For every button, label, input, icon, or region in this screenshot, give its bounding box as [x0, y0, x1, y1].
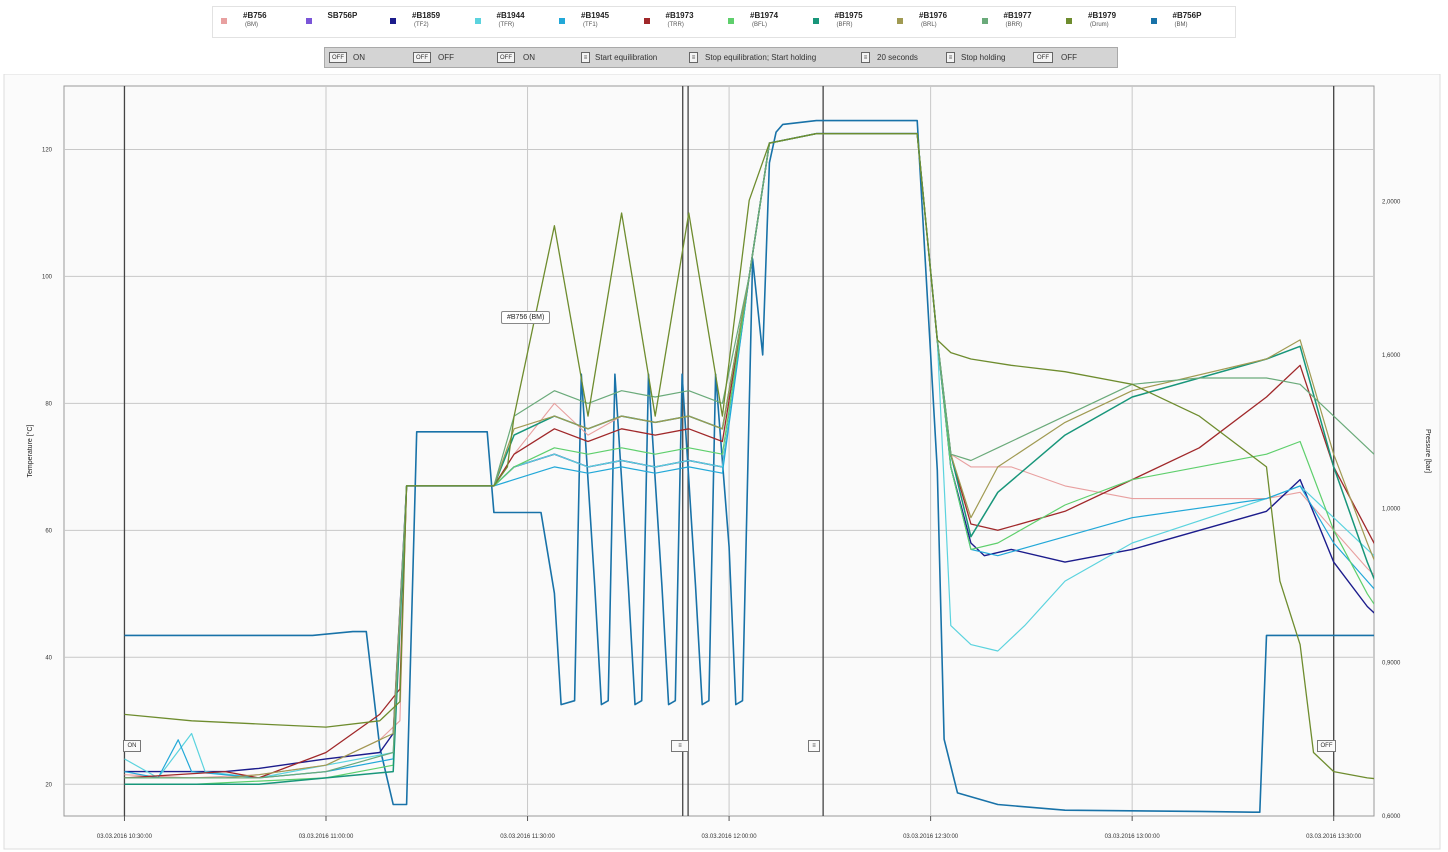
event-label: Start equilibration: [595, 53, 658, 62]
event-label: 20 seconds: [877, 53, 918, 62]
legend-swatch: [897, 18, 903, 24]
marker-equilibration[interactable]: ≡: [671, 740, 689, 752]
legend-swatch: [643, 18, 650, 24]
x-tick-label: 03.03.2016 13:00:00: [1105, 834, 1161, 840]
event-toggle[interactable]: ≡: [581, 52, 590, 63]
marker-holding[interactable]: ≡: [808, 740, 820, 752]
legend-item[interactable]: #B1975 (BFR): [812, 11, 893, 35]
event-toggle[interactable]: ≡: [861, 52, 870, 63]
legend-series-location: (TF2): [414, 22, 429, 28]
legend-swatch: [1150, 18, 1157, 24]
event-label: ON: [523, 53, 535, 62]
legend-swatch: [390, 18, 396, 24]
y2-tick-label: 0,6000: [1382, 814, 1401, 820]
legend-series-name: SB756P: [327, 11, 358, 20]
temperature-pressure-chart: 20 40 60 80 100 120 0,6000 0,9000 1,0000 1,6000 2,…: [3, 74, 1441, 850]
series-line: [124, 119, 1374, 813]
x-tick-label: 03.03.2016 10:30:00: [97, 834, 153, 840]
legend-swatch: [1066, 18, 1072, 24]
legend-series-name: #B1977: [1003, 11, 1032, 20]
event-toggle[interactable]: OFF: [1033, 52, 1053, 63]
legend-series-location: (TF1): [583, 22, 598, 28]
y2-tick-label: 1,0000: [1382, 507, 1401, 513]
legend-series-location: (BFR): [836, 22, 853, 28]
marker-start[interactable]: ON: [123, 740, 141, 752]
legend-series-location: (BFL): [752, 22, 767, 28]
legend-series-location: (Drum): [1090, 22, 1109, 28]
event-label: Stop equilibration; Start holding: [705, 53, 817, 62]
legend-series-name: #B1859: [412, 11, 441, 20]
legend-series-location: (BRL): [921, 22, 937, 28]
event-label: OFF: [438, 53, 454, 62]
event-toggle[interactable]: ≡: [689, 52, 698, 63]
legend-series-location: (TRR): [667, 22, 684, 28]
y2-tick-label: 1,6000: [1382, 353, 1401, 359]
event-label: ON: [353, 53, 365, 62]
marker-end[interactable]: OFF: [1317, 740, 1336, 752]
legend-swatch: [559, 18, 565, 24]
legend-series-location: (BM): [1174, 22, 1188, 28]
legend-series-location: (TFR): [498, 22, 515, 28]
plot-area: [63, 85, 1375, 817]
series-tooltip: #B756 (BM): [501, 311, 551, 324]
series-line: [124, 132, 1374, 780]
event-label: OFF: [1061, 53, 1077, 62]
legend-series-name: #B1975: [834, 11, 863, 20]
legend-series-name: #B1945: [581, 11, 610, 20]
event-toggle[interactable]: OFF: [329, 52, 347, 63]
x-tick-label: 03.03.2016 12:00:00: [702, 834, 758, 840]
legend-item[interactable]: #B1974 (BFL): [728, 11, 808, 35]
legend-series-name: #B756: [243, 11, 267, 20]
legend-series-name: #B756P: [1172, 11, 1202, 20]
x-tick-label: 03.03.2016 11:00:00: [299, 834, 354, 840]
y-tick-label: 80: [45, 401, 52, 407]
legend-series-name: #B1976: [919, 11, 948, 20]
y-tick-label: 120: [42, 147, 53, 153]
legend-item[interactable]: #B1944 (TFR): [474, 11, 555, 35]
legend-item[interactable]: #B1979 (Drum): [1066, 11, 1146, 35]
y-tick-label: 60: [45, 528, 52, 534]
y-tick-label: 100: [42, 274, 53, 280]
legend: #B756 (BM) SB756P #B1859 (TF2) #B1944 (TFR) #B1…: [212, 6, 1236, 38]
y-axis-label: Temperature [°C]: [26, 424, 34, 477]
legend-item[interactable]: #B1945 (TF1): [559, 11, 639, 35]
x-tick-label: 03.03.2016 12:30:00: [903, 834, 959, 840]
legend-swatch: [728, 18, 734, 24]
series-line: [124, 133, 1374, 779]
event-toggle[interactable]: ≡: [946, 52, 955, 63]
y2-tick-label: 0,9000: [1382, 660, 1401, 666]
legend-series-location: (BM): [245, 22, 258, 28]
y-tick-label: 20: [45, 782, 52, 788]
event-bar: OFF ON OFF OFF OFF ON ≡ Start equilibration ≡ Sto…: [324, 47, 1118, 68]
legend-item[interactable]: #B756P (BM): [1150, 11, 1231, 35]
legend-item[interactable]: #B756 (BM): [221, 11, 301, 35]
legend-item[interactable]: #B1859 (TF2): [390, 11, 470, 35]
x-tick-label: 03.03.2016 11:30:00: [500, 834, 555, 840]
event-label: Stop holding: [961, 53, 1006, 62]
legend-series-name: #B1979: [1088, 11, 1117, 20]
y-tick-label: 40: [45, 655, 52, 661]
legend-item[interactable]: #B1976 (BRL): [897, 11, 977, 35]
event-toggle[interactable]: OFF: [413, 52, 431, 63]
event-toggle[interactable]: OFF: [497, 52, 515, 63]
legend-swatch: [221, 18, 227, 24]
legend-series-name: #B1944: [496, 11, 525, 20]
legend-item[interactable]: #B1973 (TRR): [643, 11, 724, 35]
legend-swatch: [305, 18, 312, 24]
legend-item[interactable]: #B1977 (BRR): [981, 11, 1062, 35]
y2-tick-label: 2,0000: [1382, 199, 1401, 205]
legend-item[interactable]: SB756P: [305, 11, 386, 35]
legend-series-name: #B1974: [750, 11, 779, 20]
x-tick-label: 03.03.2016 13:30:00: [1306, 834, 1362, 840]
legend-swatch: [474, 18, 481, 24]
legend-swatch: [812, 18, 819, 24]
legend-series-location: (BRR): [1005, 22, 1023, 28]
y2-axis-label: Pressure [bar]: [1424, 429, 1431, 473]
legend-swatch: [981, 18, 988, 24]
legend-series-name: #B1973: [665, 11, 694, 20]
